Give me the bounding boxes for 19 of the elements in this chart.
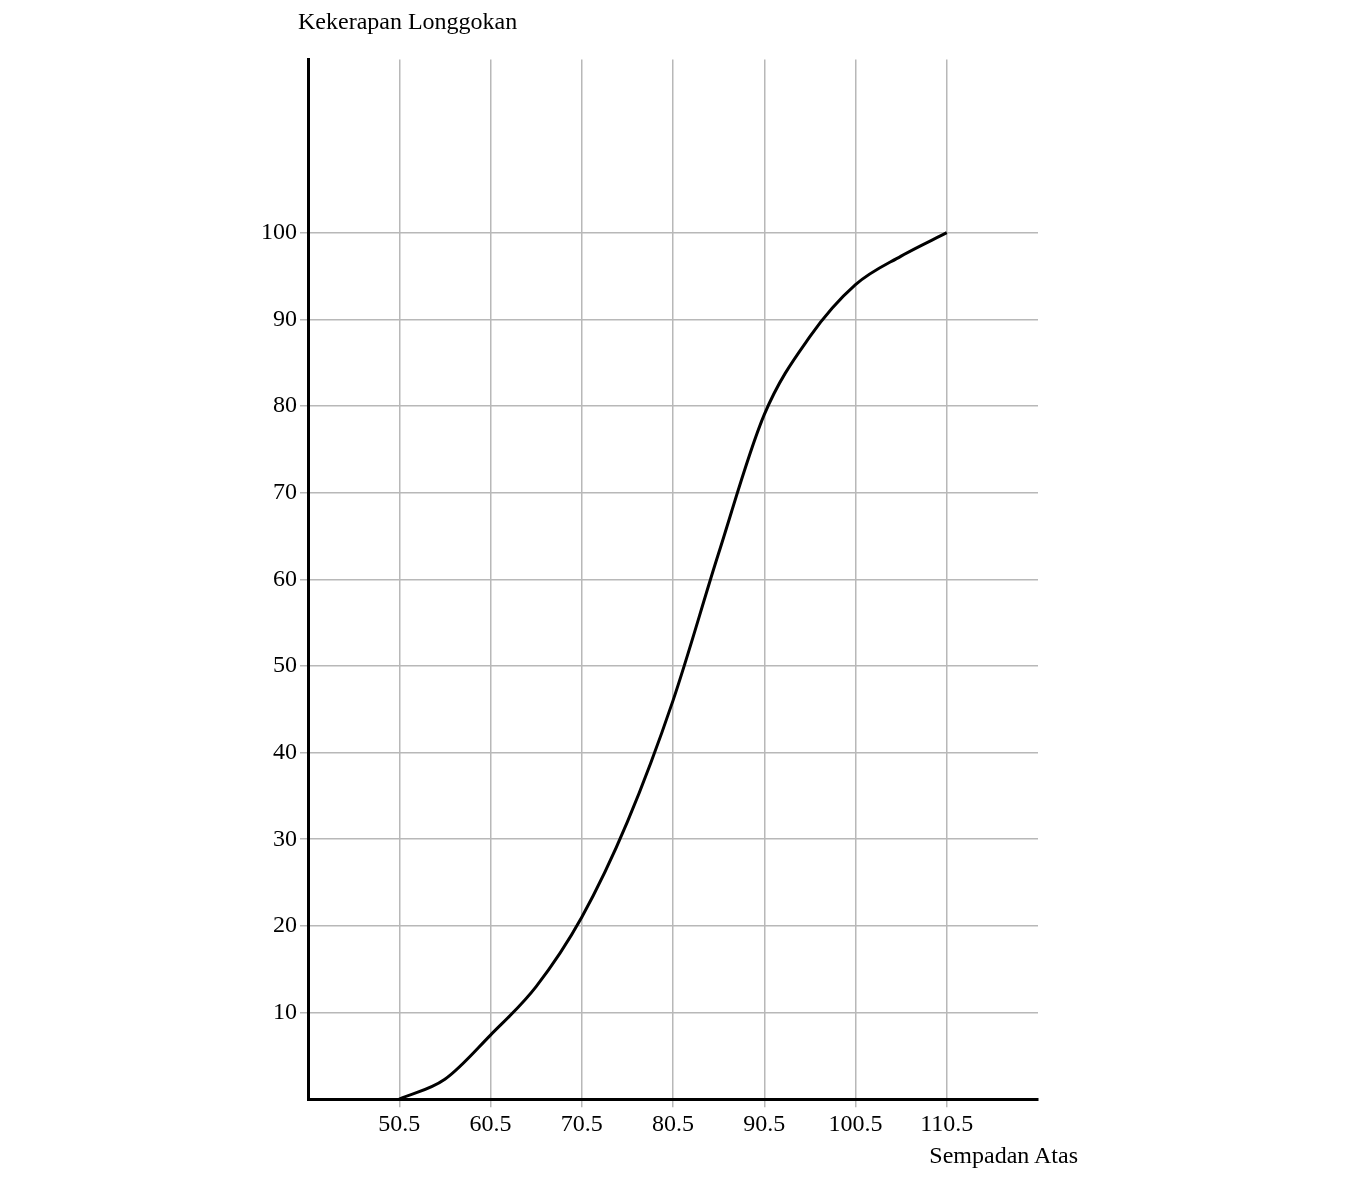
y-tick-label: 100 (261, 218, 297, 244)
x-tick-label: 60.5 (469, 1109, 512, 1136)
x-tick-label: 80.5 (652, 1109, 694, 1136)
x-tick-label: 90.5 (743, 1109, 786, 1136)
x-tick-label: 50.5 (378, 1109, 421, 1136)
y-tick-label: 90 (273, 304, 297, 331)
x-tick-label: 70.5 (560, 1109, 603, 1136)
y-tick-label: 20 (273, 911, 297, 938)
y-tick-label: 30 (273, 824, 297, 851)
x-tick-label: 100.5 (828, 1109, 883, 1136)
y-tick-label: 10 (273, 997, 297, 1024)
y-tick-label: 50 (273, 651, 297, 678)
y-tick-label: 70 (273, 477, 297, 504)
x-tick-label: 110.5 (920, 1109, 974, 1136)
x-axis-title: Sempadan Atas (928, 1142, 1078, 1169)
y-axis-title: Kekerapan Longgokan (298, 8, 519, 36)
y-tick-label: 80 (273, 391, 297, 418)
y-tick-label: 60 (273, 564, 297, 591)
y-tick-label: 40 (273, 737, 297, 764)
